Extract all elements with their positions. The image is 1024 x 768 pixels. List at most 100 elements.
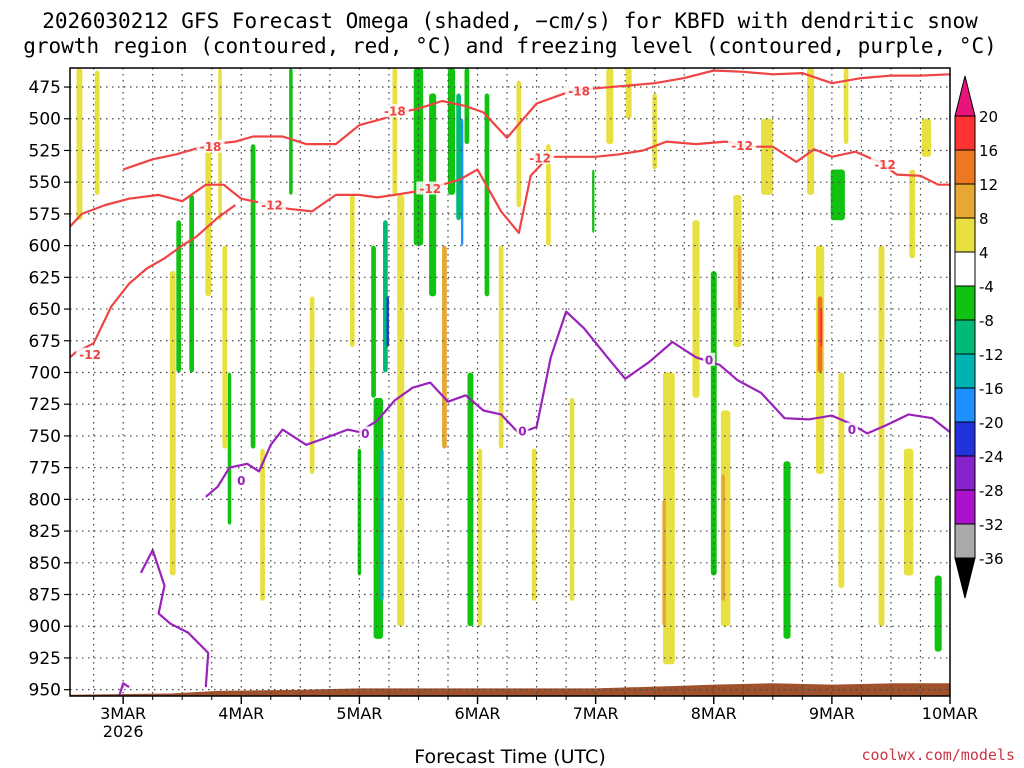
omega-patch	[903, 448, 914, 576]
omega-patch	[498, 245, 504, 449]
omega-patch	[94, 70, 100, 195]
omega-patch	[447, 68, 456, 195]
y-tick-label: 475	[29, 78, 61, 98]
x-tick-label: 3MAR	[100, 704, 146, 723]
y-tick-label: 850	[29, 554, 61, 574]
contour-label-bg	[703, 352, 716, 366]
chart-title-line1: 2026030212 GFS Forecast Omega (shaded, −…	[42, 9, 978, 33]
omega-patch	[397, 194, 405, 627]
dgz-contour-line	[122, 69, 950, 171]
credit-text: coolwx.com/models	[861, 746, 1015, 764]
contour-label: -18	[568, 84, 590, 98]
omega-patch	[442, 245, 447, 449]
omega-patch	[761, 118, 773, 195]
omega-patch	[721, 473, 725, 601]
omega-patch	[380, 448, 384, 601]
chart-title-line2: growth region (contoured, red, °C) and f…	[23, 34, 997, 58]
omega-patch	[413, 68, 424, 246]
colorbar-swatch	[954, 523, 976, 559]
omega-patch	[169, 270, 176, 576]
y-tick-label: 800	[29, 490, 61, 510]
x-tick-label: 7MAR	[573, 704, 619, 723]
contour-label-bg	[516, 423, 529, 437]
omega-patch	[467, 372, 474, 627]
contour-label-bg	[257, 198, 286, 212]
colorbar-swatch	[954, 455, 976, 491]
colorbar-tick-label: -20	[979, 414, 1004, 432]
omega-patch	[76, 68, 83, 221]
ground-terrain	[70, 683, 950, 696]
y-tick-label: 925	[29, 649, 61, 669]
colorbar-swatch	[954, 353, 976, 389]
freezing-level-line	[139, 549, 210, 688]
omega-patch	[371, 245, 376, 398]
dgz-contour-line	[70, 204, 237, 359]
x-tick-sublabel: 2026	[103, 722, 144, 741]
colorbar-swatch	[954, 149, 976, 185]
y-tick-label: 825	[29, 522, 61, 542]
omega-patch	[820, 309, 823, 348]
colorbar-tick-label: -16	[979, 380, 1004, 398]
y-tick-label: 500	[29, 110, 61, 130]
omega-patch	[807, 68, 815, 195]
omega-patch	[484, 93, 490, 297]
omega-patch	[289, 68, 293, 195]
y-tick-label: 675	[29, 332, 61, 352]
y-tick-label: 750	[29, 427, 61, 447]
y-tick-label: 650	[29, 300, 61, 320]
omega-patch	[460, 118, 464, 246]
contour-label-bg	[235, 473, 248, 487]
x-tick-label: 9MAR	[809, 704, 855, 723]
colorbar-tick-label: -36	[979, 550, 1004, 568]
omega-patch	[546, 144, 551, 246]
contour-label: -18	[384, 105, 406, 119]
y-tick-label: 600	[29, 237, 61, 257]
colorbar-swatch	[954, 319, 976, 355]
omega-patch	[309, 296, 315, 474]
omega-patch	[934, 575, 942, 652]
colorbar-tick-label: 16	[979, 142, 998, 160]
omega-patch	[652, 93, 658, 170]
colorbar-swatch	[954, 421, 976, 457]
contour-label: -12	[419, 182, 441, 196]
omega-patch	[592, 169, 595, 233]
contour-label-bg	[871, 157, 900, 171]
y-tick-label: 700	[29, 363, 61, 383]
contour-label: -12	[874, 158, 896, 172]
y-tick-label: 900	[29, 617, 61, 637]
omega-patch	[222, 245, 228, 449]
y-tick-label: 625	[29, 268, 61, 288]
x-axis-label: Forecast Time (UTC)	[414, 746, 605, 768]
colorbar-tick-label: -32	[979, 516, 1004, 534]
omega-patch	[692, 220, 700, 398]
freezing-level-line	[205, 310, 950, 498]
omega-patch	[250, 144, 256, 449]
contour-label: 0	[518, 424, 526, 438]
colorbar-swatch	[954, 387, 976, 423]
omega-patch	[733, 194, 742, 348]
contour-label-bg	[565, 83, 594, 97]
omega-patch	[456, 93, 461, 221]
contour-label-bg	[416, 181, 445, 195]
contour-label-bg	[380, 104, 409, 118]
omega-patch	[176, 220, 182, 373]
omega-patch	[227, 372, 232, 525]
colorbar-swatch	[954, 217, 976, 253]
colorbar-swatch	[954, 489, 976, 525]
omega-patch	[260, 448, 265, 601]
omega-patch	[606, 68, 614, 145]
y-tick-label: 950	[29, 681, 61, 701]
colorbar-swatch	[954, 251, 976, 287]
omega-patch	[569, 397, 575, 601]
colorbar-swatch	[954, 285, 976, 321]
colorbar-tick-label: -24	[979, 448, 1004, 466]
contour-label-bg	[196, 139, 225, 153]
omega-patch	[737, 245, 742, 310]
colorbar-swatch	[954, 115, 976, 151]
omega-patch	[349, 194, 355, 348]
contour-label: -12	[79, 348, 101, 362]
contour-label-bg	[526, 151, 555, 165]
omega-patch	[531, 448, 537, 601]
colorbar-tick-label: 4	[979, 244, 989, 262]
